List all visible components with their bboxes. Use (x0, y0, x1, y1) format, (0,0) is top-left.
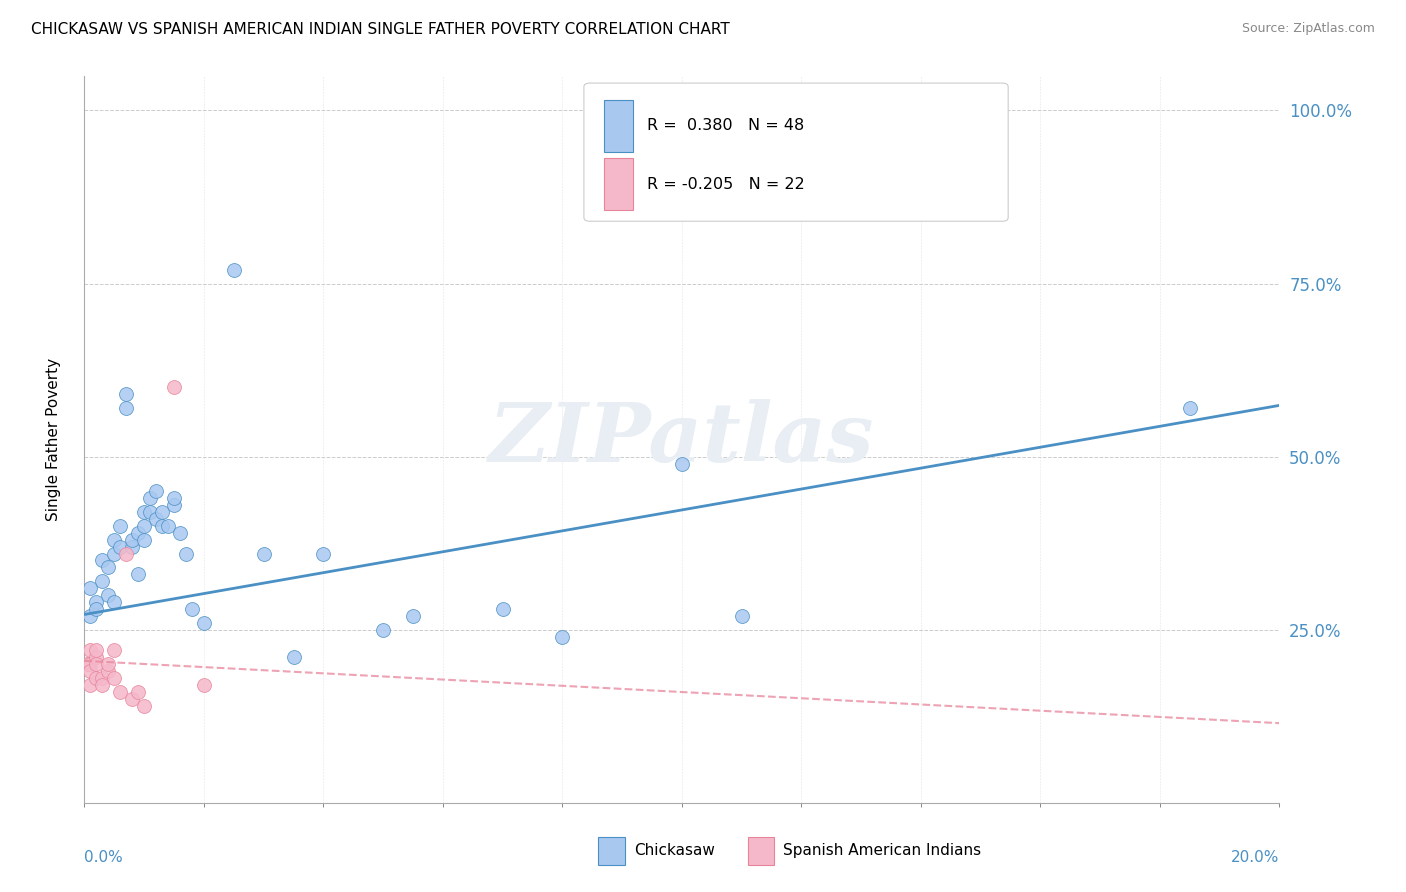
Point (79, 678, 101, 692)
Text: Chickasaw: Chickasaw (634, 843, 716, 858)
Text: Source: ZipAtlas.com: Source: ZipAtlas.com (1241, 22, 1375, 36)
Text: 0.0%: 0.0% (84, 850, 124, 865)
Point (121, 540, 143, 554)
Point (163, 380, 186, 394)
Point (150, 505, 173, 519)
Y-axis label: Single Father Poverty: Single Father Poverty (46, 358, 60, 521)
Point (132, 698, 156, 713)
Point (76, 657, 98, 672)
Point (283, 650, 305, 665)
Point (402, 608, 425, 623)
Point (671, 457, 693, 471)
Point (373, 623, 395, 637)
Point (86, 595, 108, 609)
Point (174, 547, 197, 561)
Point (193, 615, 215, 630)
Text: ZIPatlas: ZIPatlas (489, 400, 875, 479)
Point (157, 519, 180, 533)
Point (132, 505, 156, 519)
Point (132, 533, 156, 547)
Point (222, 262, 245, 277)
Point (115, 401, 138, 416)
Point (91, 678, 114, 692)
FancyBboxPatch shape (583, 83, 1008, 221)
Point (97, 588, 120, 602)
Point (193, 678, 215, 692)
Point (139, 505, 162, 519)
Point (103, 533, 125, 547)
Point (103, 671, 125, 685)
Bar (599, 837, 624, 864)
Point (91, 574, 114, 589)
Bar (605, 158, 633, 211)
Point (79, 581, 101, 595)
Point (150, 519, 173, 533)
Point (121, 533, 143, 547)
Point (492, 602, 515, 616)
Text: R =  0.380   N = 48: R = 0.380 N = 48 (647, 119, 804, 134)
Point (127, 525, 149, 540)
Point (97, 560, 120, 574)
Point (86, 657, 108, 672)
Point (970, 103, 993, 118)
Point (181, 602, 204, 616)
Point (86, 643, 108, 657)
Point (110, 519, 132, 533)
Point (79, 608, 101, 623)
Point (551, 630, 574, 644)
Point (110, 540, 132, 554)
Point (103, 595, 125, 609)
Point (86, 602, 108, 616)
Point (121, 692, 143, 706)
Bar (605, 100, 633, 153)
Point (79, 643, 101, 657)
Point (169, 525, 191, 540)
Point (127, 685, 149, 699)
Point (103, 547, 125, 561)
Text: Spanish American Indians: Spanish American Indians (783, 843, 981, 858)
Point (110, 685, 132, 699)
Point (145, 512, 167, 526)
Point (127, 567, 149, 582)
Point (253, 547, 276, 561)
Point (163, 491, 186, 505)
Point (145, 484, 167, 499)
Point (91, 553, 114, 567)
Point (79, 657, 101, 672)
Point (731, 608, 754, 623)
Point (86, 671, 108, 685)
Point (79, 665, 101, 679)
Point (97, 657, 120, 672)
Point (163, 498, 186, 512)
Point (86, 650, 108, 665)
Point (115, 387, 138, 401)
Point (132, 519, 156, 533)
Point (115, 547, 138, 561)
Point (97, 665, 120, 679)
Text: 20.0%: 20.0% (1232, 850, 1279, 865)
Point (1178, 401, 1201, 416)
Point (103, 643, 125, 657)
Point (91, 671, 114, 685)
Point (312, 547, 335, 561)
Point (139, 491, 162, 505)
Point (910, 103, 932, 118)
Text: CHICKASAW VS SPANISH AMERICAN INDIAN SINGLE FATHER POVERTY CORRELATION CHART: CHICKASAW VS SPANISH AMERICAN INDIAN SIN… (31, 22, 730, 37)
Bar (748, 837, 773, 864)
Text: R = -0.205   N = 22: R = -0.205 N = 22 (647, 177, 806, 192)
